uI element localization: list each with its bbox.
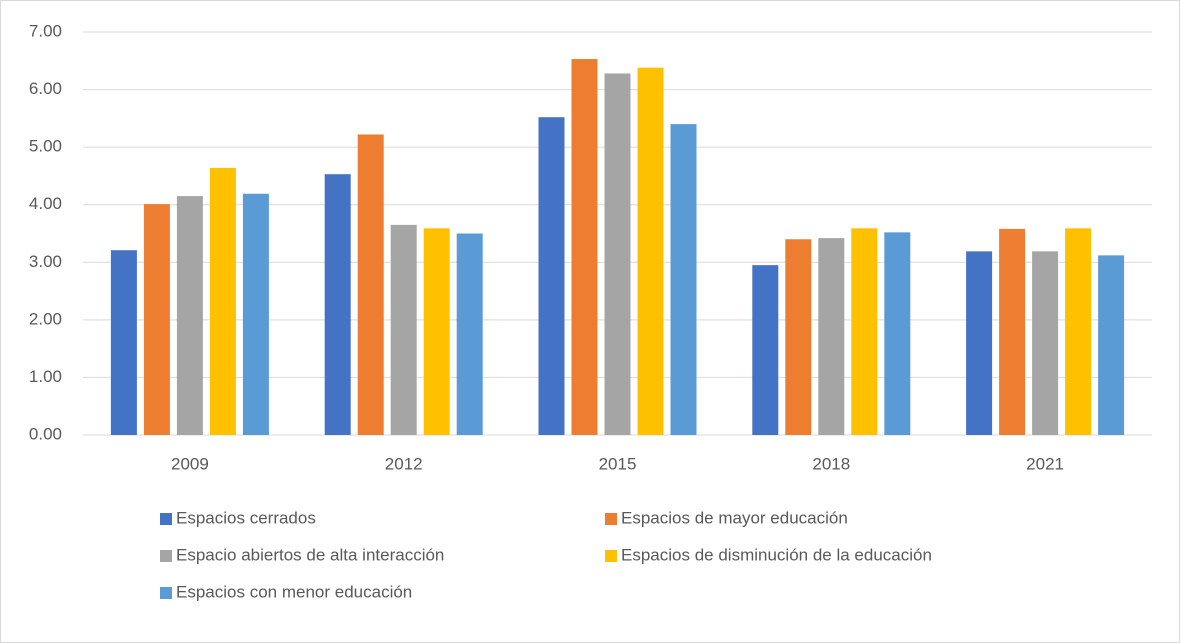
bar xyxy=(242,193,269,435)
bar xyxy=(390,224,417,435)
bar xyxy=(571,59,598,436)
x-tick-label: 2009 xyxy=(171,454,209,473)
bar xyxy=(176,196,203,435)
x-tick-label: 2012 xyxy=(385,454,423,473)
bar xyxy=(357,134,384,435)
y-tick-label: 3.00 xyxy=(29,252,62,271)
legend-label: Espacios de mayor educación xyxy=(621,508,848,527)
bar xyxy=(209,167,236,435)
y-tick-label: 7.00 xyxy=(29,21,62,40)
legend-label: Espacio abiertos de alta interacción xyxy=(176,545,444,564)
x-tick-label: 2021 xyxy=(1026,454,1064,473)
bar xyxy=(1032,251,1059,435)
bar xyxy=(785,239,812,435)
legend-label: Espacios con menor educación xyxy=(176,582,412,601)
y-tick-label: 0.00 xyxy=(29,424,62,443)
y-tick-label: 6.00 xyxy=(29,79,62,98)
bar xyxy=(110,250,137,435)
bar xyxy=(752,265,779,435)
bar xyxy=(1098,255,1125,435)
legend-swatch xyxy=(160,587,172,599)
bar xyxy=(456,233,483,435)
legend-swatch xyxy=(160,550,172,562)
bar xyxy=(637,67,664,436)
x-tick-label: 2018 xyxy=(812,454,850,473)
bar xyxy=(423,228,450,435)
legend-label: Espacios de disminución de la educación xyxy=(621,545,932,564)
bar xyxy=(966,251,993,435)
y-tick-label: 2.00 xyxy=(29,309,62,328)
bar xyxy=(884,232,911,435)
legend-label: Espacios cerrados xyxy=(176,508,316,527)
legend-swatch xyxy=(605,513,617,525)
y-tick-label: 5.00 xyxy=(29,137,62,156)
bar xyxy=(604,73,631,436)
y-tick-label: 4.00 xyxy=(29,194,62,213)
bar xyxy=(818,238,845,435)
bar xyxy=(670,124,697,435)
bar xyxy=(324,174,351,436)
y-tick-label: 1.00 xyxy=(29,367,62,386)
bar xyxy=(851,228,878,435)
bar xyxy=(999,228,1026,435)
x-tick-label: 2015 xyxy=(599,454,637,473)
legend-swatch xyxy=(605,550,617,562)
legend-swatch xyxy=(160,513,172,525)
bar xyxy=(1065,228,1092,435)
bar xyxy=(538,117,565,435)
bar xyxy=(143,204,170,435)
